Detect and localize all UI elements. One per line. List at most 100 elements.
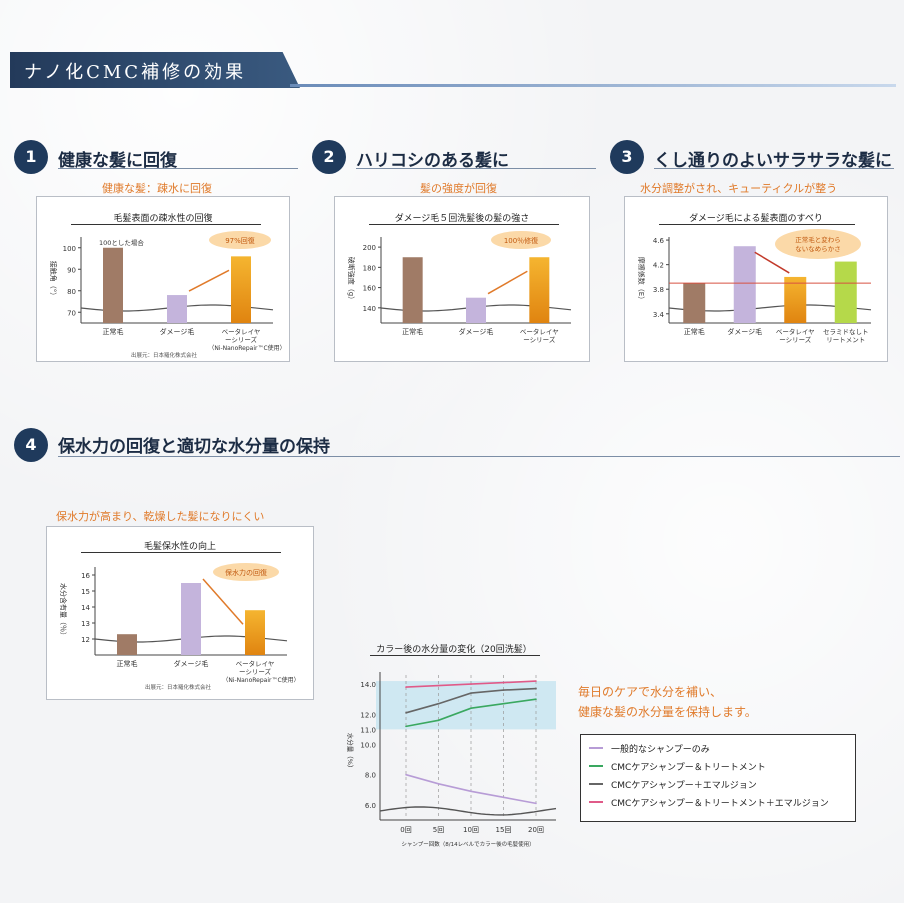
section-4-caption: 保水力が高まり、乾燥した髪になりにくい bbox=[56, 510, 265, 523]
data-point bbox=[405, 711, 407, 714]
y-tick-label: 180 bbox=[363, 264, 376, 272]
y-tick-label: 140 bbox=[363, 305, 376, 313]
data-point bbox=[502, 689, 505, 691]
y-tick-label: 11.0 bbox=[360, 726, 376, 734]
x-tick-label: ダメージ毛 bbox=[160, 327, 195, 336]
chart-1-plot: 70 80 90 100 接触角（°） 正常毛 ダメージ毛 ベータレイヤーシリーズ（Ni-Na… bbox=[49, 231, 286, 359]
section-4-title: 保水力の回復と適切な水分量の保持 bbox=[58, 437, 330, 457]
y-axis-label: 接触角（°） bbox=[49, 261, 58, 300]
chart-5-title-line bbox=[370, 655, 540, 656]
chart-4-title: 毛髪保水性の向上 bbox=[143, 542, 216, 552]
data-point bbox=[470, 692, 472, 694]
chart-5-title: カラー後の水分量の変化（20回洗髪） bbox=[376, 645, 532, 655]
legend-label: CMCケアシャンプー＆トリートメント bbox=[611, 762, 766, 773]
legend-item: 一般的なシャンプーのみ bbox=[589, 739, 847, 757]
y-tick-label: 70 bbox=[67, 309, 76, 317]
bar bbox=[103, 247, 123, 323]
bar bbox=[402, 257, 423, 323]
source-note: 出展元：日本羅化株式会社 bbox=[145, 683, 212, 691]
data-point bbox=[405, 773, 407, 776]
x-tick-label: ーシリーズ bbox=[779, 335, 812, 344]
data-point bbox=[470, 707, 472, 710]
x-tick-label: 5回 bbox=[433, 826, 444, 834]
x-tick-label: 正常毛 bbox=[684, 327, 705, 336]
y-tick-label: 14 bbox=[81, 604, 90, 612]
section-4-number: 4 bbox=[14, 428, 48, 462]
callout-text: ないなめらかさ bbox=[795, 245, 841, 253]
callout-text: 保水力の回復 bbox=[225, 568, 267, 577]
x-tick-label: ダメージ毛 bbox=[459, 327, 494, 336]
x-tick-note: （Ni-NanoRepair™C使用） bbox=[208, 344, 285, 352]
y-tick-label: 3.8 bbox=[653, 286, 664, 294]
y-tick-label: 4.2 bbox=[653, 262, 664, 270]
message-line-1: 毎日のケアで水分を補い、 bbox=[578, 685, 723, 699]
legend-swatch bbox=[589, 747, 603, 749]
section-2-number: 2 bbox=[312, 140, 346, 174]
x-tick-label: 0回 bbox=[400, 826, 411, 834]
chart-3-title-line bbox=[659, 224, 855, 225]
y-tick-label: 6.0 bbox=[365, 802, 376, 810]
y-tick-label: 4.6 bbox=[653, 237, 665, 245]
y-tick-label: 14.0 bbox=[360, 681, 376, 689]
data-point bbox=[535, 687, 537, 690]
x-tick-label: ーシリーズ bbox=[239, 667, 272, 676]
chart-4-title-line bbox=[81, 552, 281, 553]
arrow bbox=[188, 269, 230, 292]
chart-4-panel: 毛髪保水性の向上 12 13 14 15 16 水分含有量（％） 正常毛 ダメージ毛 ベータレイ… bbox=[46, 526, 314, 700]
y-axis-label: 破断強度（g） bbox=[347, 257, 356, 303]
message-line-2: 健康な髪の水分量を保持します。 bbox=[578, 705, 757, 719]
section-1-number: 1 bbox=[14, 140, 48, 174]
legend-item: CMCケアシャンプー＆トリートメント＋エマルジョン bbox=[589, 793, 847, 811]
section-3-number: 3 bbox=[610, 140, 644, 174]
data-point bbox=[502, 681, 505, 684]
x-tick-note: （Ni-NanoRepair™C使用） bbox=[222, 676, 299, 684]
chart-4-plot: 12 13 14 15 16 水分含有量（％） 正常毛 ダメージ毛 ベータレイヤーシリーズ（Ni… bbox=[59, 563, 300, 691]
x-tick-label: 正常毛 bbox=[402, 327, 423, 336]
data-point bbox=[470, 790, 472, 793]
source-note: 出展元：日本羅化株式会社 bbox=[131, 351, 198, 359]
y-tick-label: 15 bbox=[81, 588, 90, 596]
x-tick-label: ーシリーズ bbox=[225, 335, 258, 344]
chart-3-title: ダメージ毛による髪表面のすべり bbox=[689, 214, 823, 224]
legend-label: 一般的なシャンプーのみ bbox=[611, 744, 710, 755]
y-tick-label: 8.0 bbox=[365, 772, 376, 780]
y-axis-label: 摩擦係数（E） bbox=[637, 257, 646, 303]
bar bbox=[683, 283, 706, 323]
x-tick-label: セラミドなしト bbox=[823, 328, 869, 336]
legend-item: CMCケアシャンプー＆トリートメント bbox=[589, 757, 847, 775]
y-tick-label: 12 bbox=[81, 636, 90, 644]
x-tick-label: 正常毛 bbox=[103, 327, 124, 336]
x-tick-label: リートメント bbox=[826, 336, 865, 344]
section-4-underline bbox=[58, 456, 900, 457]
callout-text: 正常毛と変わら bbox=[795, 235, 841, 244]
x-tick-label: ダメージ毛 bbox=[174, 659, 209, 668]
bar bbox=[231, 256, 251, 323]
section-2-caption: 髪の強度が回復 bbox=[420, 182, 497, 195]
x-tick-label: ベータレイヤ bbox=[520, 327, 559, 336]
chart-2-panel: ダメージ毛５回洗髪後の髪の強さ 140 160 180 200 破断強度（g） 正常毛 ダメ… bbox=[334, 196, 590, 362]
bar bbox=[466, 297, 486, 323]
x-tick-label: ベータレイヤ bbox=[776, 327, 815, 336]
y-tick-label: 80 bbox=[67, 288, 76, 296]
legend-swatch bbox=[589, 765, 603, 767]
data-point bbox=[437, 684, 440, 687]
x-axis-label: シャンプー回数（8/14レベルでカラー後の毛髪使用） bbox=[401, 840, 534, 848]
bar bbox=[784, 276, 807, 323]
chart-3-panel: ダメージ毛による髪表面のすべり 3.4 3.8 4.2 4.6 摩擦係数（E） 正常毛 ダメ… bbox=[624, 196, 888, 362]
arrow bbox=[202, 578, 244, 625]
data-point bbox=[535, 680, 537, 682]
chart-1-panel: 毛髪表面の疎水性の回復 70 80 90 100 接触角（°） 正常毛 ダメージ毛 ベータレイ… bbox=[36, 196, 290, 362]
bar bbox=[529, 257, 550, 323]
chart-2-title-line bbox=[369, 224, 559, 225]
x-tick-label: 20回 bbox=[528, 826, 544, 834]
section-1-title: 健康な髪に回復 bbox=[58, 151, 177, 171]
y-axis-label: 水分含有量（％） bbox=[59, 583, 68, 639]
section-2-title: ハリコシのある髪に bbox=[356, 151, 509, 171]
data-point bbox=[405, 725, 407, 728]
y-tick-label: 100 bbox=[63, 245, 76, 253]
section-3-caption: 水分調整がされ、キューティクルが整う bbox=[640, 182, 838, 195]
chart-5-legend: 一般的なシャンプーのみ CMCケアシャンプー＆トリートメント CMCケアシャンプ… bbox=[580, 734, 856, 822]
bar-annotation: 100とした場合 bbox=[99, 238, 144, 247]
banner bbox=[10, 52, 300, 88]
